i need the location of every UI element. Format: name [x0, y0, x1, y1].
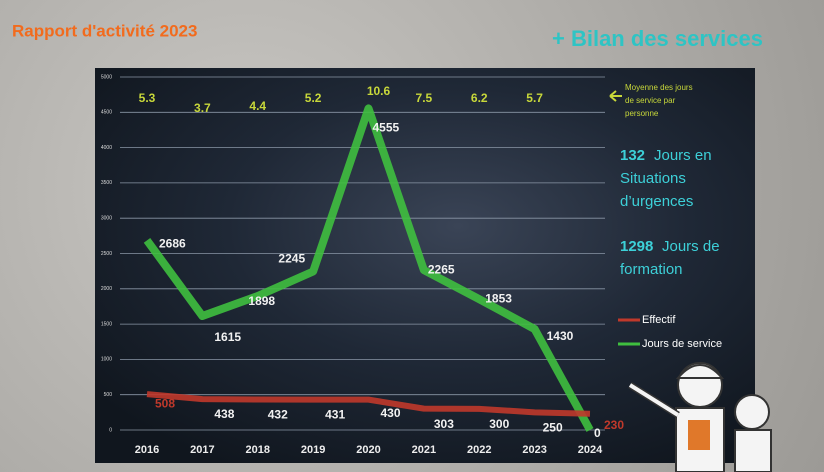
- average-value: 4.4: [249, 99, 266, 113]
- y-tick-label: 1500: [101, 321, 112, 327]
- average-value: 3.7: [194, 101, 211, 115]
- y-tick-label: 2500: [101, 251, 112, 257]
- note-value: 132: [620, 147, 645, 164]
- slide-subtitle: + Bilan des services: [552, 26, 763, 51]
- data-label: 4555: [373, 121, 400, 135]
- y-tick-label: 1000: [101, 357, 112, 363]
- y-tick-label: 5000: [101, 74, 112, 80]
- y-tick-label: 4500: [101, 110, 112, 116]
- legend-label: Effectif: [642, 314, 676, 326]
- average-value: 7.5: [416, 91, 433, 105]
- data-label: 2686: [159, 237, 186, 251]
- legend: Effectif Jours de service: [618, 314, 722, 350]
- x-tick-label: 2023: [522, 444, 546, 456]
- note: 132: [620, 147, 645, 164]
- data-label: 432: [268, 408, 288, 422]
- x-tick-label: 2017: [190, 444, 214, 456]
- note-text: Jours en Situations d’urgences: [620, 147, 712, 210]
- averages-label: Moyenne des jours de service par personne: [625, 83, 693, 118]
- average-value: 6.2: [471, 91, 488, 105]
- character: [628, 362, 772, 472]
- series-line: [143, 104, 594, 432]
- arrow-icon: [609, 90, 622, 102]
- y-tick-label: 3500: [101, 180, 112, 186]
- data-label: 303: [434, 417, 454, 431]
- averages-note: Moyenne des jours de service par personne: [625, 83, 693, 118]
- note-value: 1298: [620, 238, 653, 255]
- x-tick-label: 2016: [135, 444, 159, 456]
- series-line: [146, 391, 591, 417]
- note: 1298: [620, 238, 653, 255]
- average-value: 10.6: [367, 84, 391, 98]
- x-tick-label: 2020: [356, 444, 380, 456]
- y-tick-label: 3000: [101, 216, 112, 222]
- y-tick-label: 500: [104, 392, 113, 398]
- x-tick-label: 2024: [578, 444, 603, 456]
- data-label: 2245: [278, 252, 305, 266]
- y-tick-label: 2000: [101, 286, 112, 292]
- data-label: 0: [594, 426, 601, 440]
- y-tick-label: 0: [109, 427, 112, 433]
- x-tick-label: 2019: [301, 444, 325, 456]
- slide-title: Rapport d'activité 2023: [12, 21, 197, 40]
- data-label: 1898: [248, 294, 275, 308]
- x-tick-label: 2021: [412, 444, 436, 456]
- legend-label: Jours de service: [642, 338, 722, 350]
- data-label: 431: [325, 408, 345, 422]
- x-tick-label: 2018: [246, 444, 270, 456]
- data-label: 2265: [428, 262, 455, 276]
- average-value: 5.2: [305, 91, 322, 105]
- data-label: 430: [380, 406, 400, 420]
- data-label: 1430: [547, 329, 574, 343]
- y-tick-label: 4000: [101, 145, 112, 151]
- data-label: 1615: [214, 330, 241, 344]
- data-label: 250: [543, 421, 563, 435]
- x-tick-label: 2022: [467, 444, 491, 456]
- data-label: 230: [604, 418, 624, 432]
- data-label: 438: [214, 407, 234, 421]
- data-label: 1853: [485, 291, 512, 305]
- data-label: 300: [489, 417, 509, 431]
- note-text: Jours de formation: [620, 238, 720, 278]
- average-value: 5.7: [526, 91, 543, 105]
- data-label: 508: [155, 396, 175, 410]
- average-value: 5.3: [139, 91, 156, 105]
